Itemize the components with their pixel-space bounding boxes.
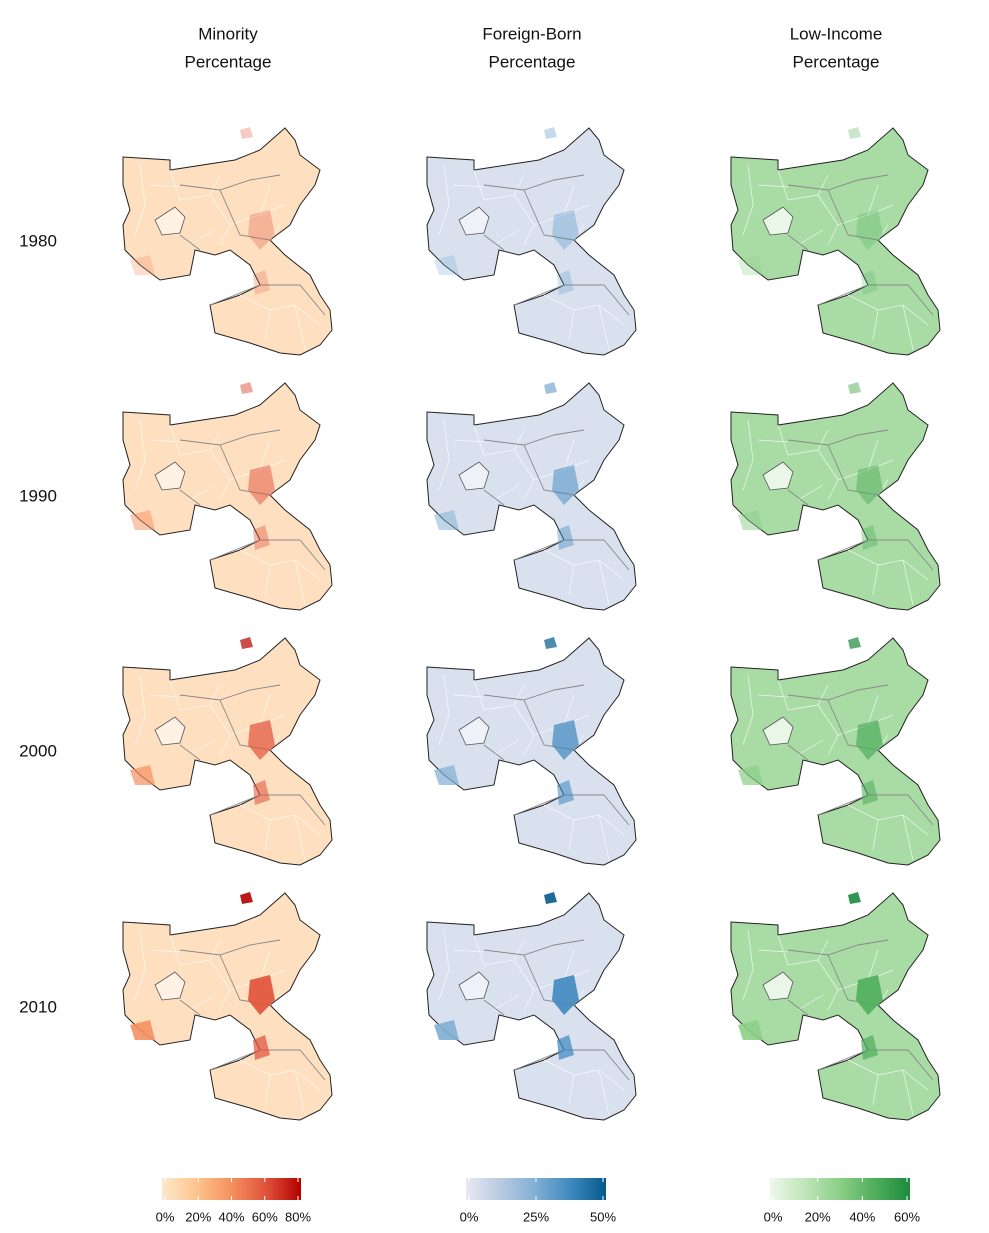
map-hotspot <box>130 1020 155 1040</box>
map-hotspot <box>557 1035 574 1060</box>
map-hotspot <box>240 637 253 649</box>
map-hotspot <box>552 975 579 1015</box>
map-region <box>122 637 333 866</box>
map <box>122 127 333 356</box>
map-hotspot <box>552 210 579 250</box>
map-hotspot <box>130 510 155 530</box>
map-hotspot <box>240 382 253 394</box>
colorbar-label: 25% <box>523 1209 549 1224</box>
map <box>426 127 637 356</box>
map-region <box>730 892 941 1121</box>
column-title: Percentage <box>185 52 272 71</box>
map-hotspot <box>130 765 155 785</box>
map-hotspot <box>738 1020 763 1040</box>
map-hotspot <box>861 1035 878 1060</box>
colorbar-label: 20% <box>805 1209 831 1224</box>
map-region <box>122 127 333 356</box>
map-region <box>122 892 333 1121</box>
map-hotspot <box>557 780 574 805</box>
map-hotspot <box>856 465 883 505</box>
colorbar-label: 20% <box>185 1209 211 1224</box>
map-hotspot <box>240 892 253 904</box>
map-hotspot <box>848 127 861 139</box>
colorbar-label: 0% <box>764 1209 783 1224</box>
column-title: Minority <box>198 24 258 43</box>
colorbar-label: 40% <box>218 1209 244 1224</box>
map-hotspot <box>434 1020 459 1040</box>
map-hotspot <box>544 127 557 139</box>
map-hotspot <box>434 510 459 530</box>
map-region <box>730 637 941 866</box>
map <box>122 892 333 1121</box>
map-hotspot <box>848 382 861 394</box>
map-region <box>122 382 333 611</box>
map-hotspot <box>557 525 574 550</box>
colorbar-label: 0% <box>460 1209 479 1224</box>
row-label: 1990 <box>19 486 57 505</box>
colorbar-label: 80% <box>285 1209 311 1224</box>
colorbar-label: 40% <box>849 1209 875 1224</box>
map-hotspot <box>253 525 270 550</box>
colorbar-label: 0% <box>156 1209 175 1224</box>
row-label: 1980 <box>19 231 57 250</box>
map <box>730 637 941 866</box>
row-label: 2010 <box>19 997 57 1016</box>
map-hotspot <box>248 465 275 505</box>
map-hotspot <box>253 270 270 295</box>
map-hotspot <box>856 210 883 250</box>
column-title: Percentage <box>489 52 576 71</box>
map-hotspot <box>434 765 459 785</box>
map <box>426 892 637 1121</box>
map-hotspot <box>248 720 275 760</box>
map-region <box>426 382 637 611</box>
map-hotspot <box>130 255 155 275</box>
map-hotspot <box>253 1035 270 1060</box>
row-label: 2000 <box>19 741 57 760</box>
map-hotspot <box>248 975 275 1015</box>
map-hotspot <box>544 382 557 394</box>
map <box>730 892 941 1121</box>
map-hotspot <box>856 975 883 1015</box>
colorbar <box>466 1178 606 1200</box>
map-hotspot <box>738 255 763 275</box>
map-hotspot <box>848 637 861 649</box>
colorbar-label: 60% <box>894 1209 920 1224</box>
map-hotspot <box>557 270 574 295</box>
map-hotspot <box>434 255 459 275</box>
map-hotspot <box>248 210 275 250</box>
column-title: Foreign-Born <box>482 24 581 43</box>
map <box>730 127 941 356</box>
map-hotspot <box>856 720 883 760</box>
colorbar <box>770 1178 910 1200</box>
column-title: Low-Income <box>790 24 883 43</box>
map-hotspot <box>861 780 878 805</box>
map-hotspot <box>240 127 253 139</box>
map-hotspot <box>738 765 763 785</box>
map <box>730 382 941 611</box>
map <box>122 637 333 866</box>
map-hotspot <box>544 637 557 649</box>
map-region <box>426 637 637 866</box>
map-hotspot <box>848 892 861 904</box>
map-hotspot <box>544 892 557 904</box>
map-hotspot <box>738 510 763 530</box>
column-title: Percentage <box>793 52 880 71</box>
map-hotspot <box>861 270 878 295</box>
colorbar-label: 50% <box>590 1209 616 1224</box>
map-hotspot <box>861 525 878 550</box>
map-region <box>426 892 637 1121</box>
colorbar <box>162 1178 301 1200</box>
map-hotspot <box>552 465 579 505</box>
map-region <box>730 127 941 356</box>
map <box>426 637 637 866</box>
map-region <box>730 382 941 611</box>
map <box>426 382 637 611</box>
map-hotspot <box>552 720 579 760</box>
map-region <box>426 127 637 356</box>
map-hotspot <box>253 780 270 805</box>
map <box>122 382 333 611</box>
colorbar-label: 60% <box>252 1209 278 1224</box>
